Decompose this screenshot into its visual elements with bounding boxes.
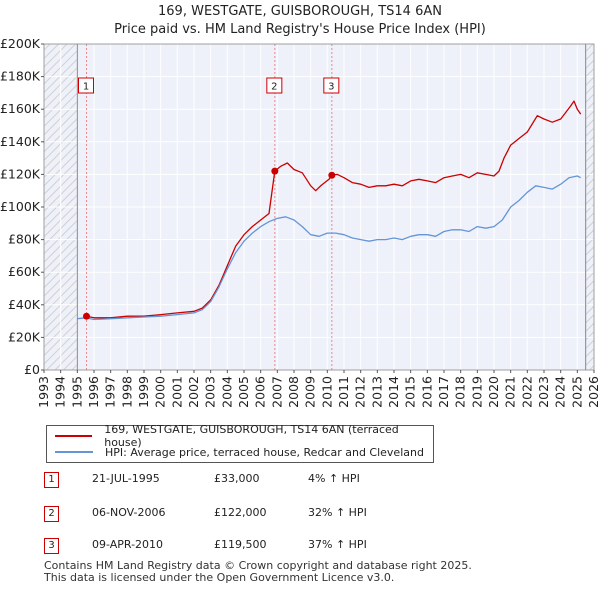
legend-item-hpi: HPI: Average price, terraced house, Redc… <box>55 444 424 460</box>
x-tick-label: 1994 <box>53 376 68 408</box>
x-tick-label: 2006 <box>253 376 268 408</box>
series-line-hpi <box>77 175 581 321</box>
x-tick-label: 1999 <box>136 376 151 408</box>
chart-legend: 169, WESTGATE, GUISBOROUGH, TS14 6AN (te… <box>46 423 434 463</box>
y-tick-label: £200K <box>0 36 41 51</box>
x-tick-label: 2002 <box>186 376 201 408</box>
x-tick-label: 2025 <box>569 376 584 408</box>
footer-copyright: Contains HM Land Registry data © Crown c… <box>44 559 472 572</box>
x-tick-label: 1997 <box>103 376 118 408</box>
x-tick-label: 1993 <box>36 376 51 408</box>
x-tick-label: 2007 <box>269 376 284 408</box>
y-tick-label: £180K <box>0 69 41 84</box>
sold-line-swatch <box>55 435 93 437</box>
series-line-sold <box>86 100 582 319</box>
x-tick-label: 2024 <box>553 376 568 408</box>
x-tick-label: 2023 <box>536 376 551 408</box>
y-tick-label: £40K <box>8 297 41 312</box>
x-tick-label: 2017 <box>436 376 451 408</box>
y-tick-label: £160K <box>0 101 41 116</box>
x-tick-label: 2012 <box>353 376 368 408</box>
y-tick-label: £100K <box>0 199 41 214</box>
sale-marker-label: 1 <box>83 82 89 93</box>
sale-row: 1 21-JUL-1995 £33,000 4% ↑ HPI <box>44 472 484 490</box>
footer-license: This data is licensed under the Open Gov… <box>44 571 395 584</box>
sale-marker-label: 2 <box>271 82 277 93</box>
sale-marker-box <box>323 77 340 94</box>
x-tick-label: 2000 <box>153 376 168 408</box>
sale-point <box>83 312 90 320</box>
x-tick-label: 1995 <box>69 376 84 408</box>
y-tick-label: £60K <box>8 264 41 279</box>
x-tick-label: 1998 <box>119 376 134 408</box>
legend-sold-label: 169, WESTGATE, GUISBOROUGH, TS14 6AN (te… <box>104 423 399 449</box>
sale-date: 09-APR-2010 <box>92 538 164 551</box>
footer: Contains HM Land Registry data © Crown c… <box>44 560 472 584</box>
sale-row: 3 09-APR-2010 £119,500 37% ↑ HPI <box>44 538 484 556</box>
x-tick-label: 2026 <box>586 376 600 408</box>
sale-date: 06-NOV-2006 <box>92 506 166 519</box>
hpi-line-swatch <box>55 451 93 453</box>
x-tick-label: 2019 <box>469 376 484 408</box>
sale-price: £33,000 <box>214 472 260 485</box>
x-tick-label: 2011 <box>336 376 351 408</box>
sale-hpi-diff: 32% ↑ HPI <box>308 506 367 519</box>
x-tick-label: 2015 <box>403 376 418 408</box>
chart-title: 169, WESTGATE, GUISBOROUGH, TS14 6AN <box>158 4 442 19</box>
x-tick-label: 2001 <box>169 376 184 408</box>
sale-price: £122,000 <box>214 506 267 519</box>
x-tick-label: 2008 <box>286 376 301 408</box>
x-tick-label: 2021 <box>503 376 518 408</box>
x-tick-label: 2020 <box>486 376 501 408</box>
sale-point <box>271 167 279 175</box>
y-tick-label: £80K <box>8 232 41 247</box>
sale-badge: 2 <box>44 506 59 522</box>
sale-marker-box <box>78 77 94 94</box>
sale-badge: 3 <box>44 538 59 554</box>
x-tick-label: 2009 <box>303 376 318 408</box>
y-tick-label: £120K <box>0 166 41 181</box>
y-tick-label: £0 <box>24 362 40 377</box>
x-tick-label: 2005 <box>236 376 251 408</box>
y-tick-label: £20K <box>8 329 41 344</box>
sale-price: £119,500 <box>214 538 267 551</box>
sale-hpi-diff: 4% ↑ HPI <box>308 472 360 485</box>
price-chart: 1 2 3 £0 £20K £40K £60K £80K £100K £120K £140K £160… <box>0 36 600 408</box>
chart-subtitle: Price paid vs. HM Land Registry's House … <box>114 22 486 37</box>
sale-date: 21-JUL-1995 <box>92 472 160 485</box>
x-tick-label: 2014 <box>386 376 401 408</box>
sale-row: 2 06-NOV-2006 £122,000 32% ↑ HPI <box>44 506 484 524</box>
sale-point <box>328 171 336 179</box>
x-tick-label: 2004 <box>219 376 234 408</box>
x-tick-label: 2018 <box>453 376 468 408</box>
x-tick-label: 2010 <box>319 376 334 408</box>
x-tick-label: 2016 <box>419 376 434 408</box>
sale-marker-box <box>266 77 283 94</box>
sale-badge: 1 <box>44 472 59 488</box>
y-tick-label: £140K <box>0 134 41 149</box>
x-tick-label: 2022 <box>519 376 534 408</box>
x-tick-label: 1996 <box>86 376 101 408</box>
sale-hpi-diff: 37% ↑ HPI <box>308 538 367 551</box>
legend-hpi-label: HPI: Average price, terraced house, Redc… <box>105 445 424 459</box>
sale-marker-label: 3 <box>328 82 334 93</box>
x-tick-label: 2013 <box>369 376 384 408</box>
legend-item-sold: 169, WESTGATE, GUISBOROUGH, TS14 6AN (te… <box>55 423 433 449</box>
x-tick-label: 2003 <box>203 376 218 408</box>
